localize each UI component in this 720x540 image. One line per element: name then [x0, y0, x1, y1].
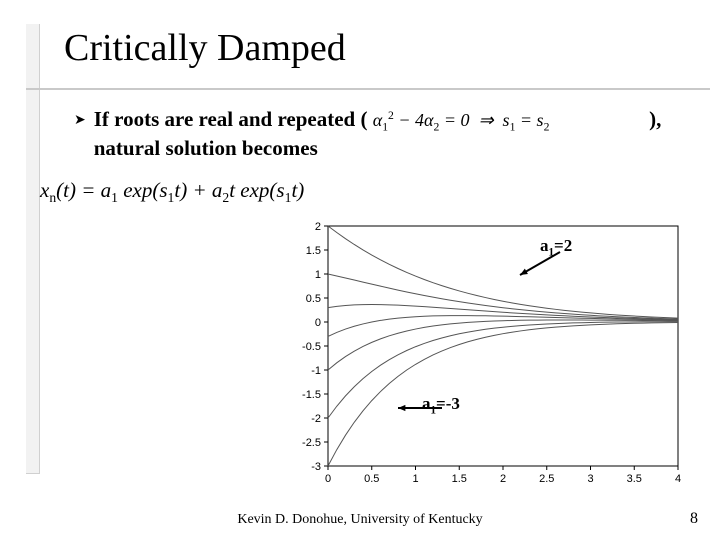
- page-title: Critically Damped: [64, 26, 346, 70]
- bullet-line2: natural solution becomes: [94, 136, 318, 160]
- svg-text:1: 1: [315, 269, 321, 281]
- annotation-a1-neg3: a1=-3: [422, 394, 460, 416]
- svg-text:1.5: 1.5: [452, 473, 467, 485]
- svg-text:-1.5: -1.5: [302, 389, 321, 401]
- chart: -3 -2.5 -2 -1.5 -1 -0.5 0 0.5 1 1.5 2 0 0.5 1 1.5 2 2.5 3…: [288, 216, 688, 496]
- bullet-suffix: ),: [649, 107, 661, 131]
- svg-text:2: 2: [315, 221, 321, 233]
- svg-text:1.5: 1.5: [306, 245, 321, 257]
- annotation-a1-2: a1=2: [540, 236, 572, 258]
- svg-text:-3: -3: [311, 461, 321, 473]
- bullet-prefix: If roots are real and repeated (: [94, 107, 368, 131]
- svg-text:0: 0: [315, 317, 321, 329]
- bullet-row: ➤ If roots are real and repeated ( α12 −…: [74, 106, 690, 162]
- svg-text:-2: -2: [311, 413, 321, 425]
- condition-math: α12 − 4α2 = 0 ⇒ s1 = s2: [373, 110, 554, 130]
- footer-text: Kevin D. Donohue, University of Kentucky: [0, 512, 720, 528]
- svg-text:3: 3: [587, 473, 593, 485]
- svg-text:-1: -1: [311, 365, 321, 377]
- svg-text:0.5: 0.5: [306, 293, 321, 305]
- title-divider: [26, 88, 710, 90]
- svg-text:4: 4: [675, 473, 681, 485]
- svg-text:3.5: 3.5: [627, 473, 642, 485]
- natural-equation: xn(t) = a1 exp(s1t) + a2t exp(s1t): [40, 178, 304, 206]
- chart-svg: -3 -2.5 -2 -1.5 -1 -0.5 0 0.5 1 1.5 2 0 0.5 1 1.5 2 2.5 3…: [288, 216, 688, 496]
- svg-text:2: 2: [500, 473, 506, 485]
- svg-text:0: 0: [325, 473, 331, 485]
- svg-text:-2.5: -2.5: [302, 437, 321, 449]
- svg-text:1: 1: [412, 473, 418, 485]
- svg-text:2.5: 2.5: [539, 473, 554, 485]
- bullet-glyph: ➤: [74, 112, 86, 129]
- svg-text:0.5: 0.5: [364, 473, 379, 485]
- svg-text:-0.5: -0.5: [302, 341, 321, 353]
- page-number: 8: [690, 510, 698, 528]
- bullet-text: If roots are real and repeated ( α12 − 4…: [94, 106, 690, 162]
- left-accent-bar: [26, 24, 40, 474]
